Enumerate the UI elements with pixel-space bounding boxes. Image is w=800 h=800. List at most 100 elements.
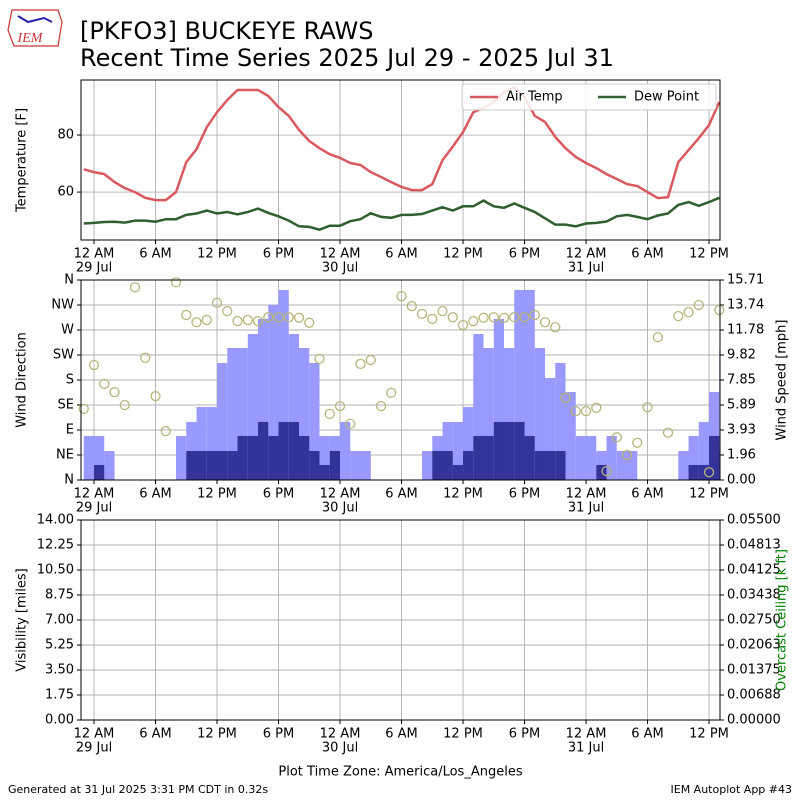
y-tick-label: 3.50 xyxy=(45,663,74,678)
x-date-label: 31 Jul xyxy=(568,741,604,756)
y-tick-label: N xyxy=(64,473,74,488)
point xyxy=(642,402,653,413)
x-tick-label: 12 AM xyxy=(566,727,607,742)
y-axis-label: Wind Direction xyxy=(15,332,30,428)
panel: 12 AM 6 AM 12 PM 6 PM 12 AM 6 AM 12 PM 6 PM 12 A… xyxy=(15,513,790,780)
y2-axis-label: Wind Speed [mph] xyxy=(775,320,790,441)
bar xyxy=(555,363,566,480)
bar xyxy=(319,435,330,480)
bar xyxy=(432,450,443,480)
point xyxy=(457,319,469,331)
bar xyxy=(83,435,95,480)
bar xyxy=(575,435,587,480)
bar xyxy=(176,435,187,480)
point xyxy=(673,310,684,322)
y2-tick-label: 3.93 xyxy=(727,423,756,438)
bar xyxy=(422,450,433,480)
point xyxy=(314,353,325,365)
point xyxy=(570,405,581,417)
bar xyxy=(299,347,310,480)
y2-tick-label: 5.89 xyxy=(727,398,756,413)
logo: IEM xyxy=(7,9,63,47)
panel: 12 AM 6 AM 12 PM 6 PM 12 AM 6 AM 12 PM 6 PM 12 A… xyxy=(15,79,729,276)
x-tick-label: 12 PM xyxy=(443,247,483,262)
bar xyxy=(258,318,269,480)
legend-label: Dew Point xyxy=(634,90,699,105)
bar xyxy=(473,333,484,480)
y2-tick-label: 0.04813 xyxy=(727,538,781,553)
point xyxy=(109,387,120,398)
point xyxy=(652,332,663,343)
x-date-label: 31 Jul xyxy=(568,501,604,516)
point xyxy=(242,314,253,326)
bar xyxy=(596,464,607,480)
point xyxy=(468,315,479,327)
y-tick-label: 8.75 xyxy=(45,588,74,603)
x-tick-label: 6 AM xyxy=(385,487,418,502)
x-tick-label: 6 PM xyxy=(263,487,294,502)
bar xyxy=(483,347,494,480)
bar xyxy=(534,347,546,480)
bar xyxy=(514,421,525,480)
bar xyxy=(514,289,525,480)
line xyxy=(83,85,720,202)
x-tick-label: 6 AM xyxy=(385,727,418,742)
point xyxy=(99,378,110,390)
x-tick-label: 6 AM xyxy=(631,727,664,742)
y2-tick-label: 0.00 xyxy=(727,473,756,488)
y2-tick-label: 0.02750 xyxy=(727,613,781,628)
bar xyxy=(473,435,484,480)
x-tick-label: 12 AM xyxy=(320,247,361,262)
y-tick-label: 0.00 xyxy=(45,713,74,728)
y-tick-label: S xyxy=(66,373,74,388)
y2-tick-label: 0.01375 xyxy=(727,663,781,678)
point xyxy=(140,352,151,363)
bar xyxy=(678,450,689,480)
point xyxy=(386,387,397,398)
x-tick-label: 12 PM xyxy=(197,247,237,262)
point xyxy=(416,308,428,320)
y2-axis-label: Overcast Ceiling [k ft] xyxy=(775,549,790,691)
y2-tick-label: 9.82 xyxy=(727,348,756,363)
y2-tick-label: 1.96 xyxy=(727,448,756,463)
bar xyxy=(329,450,341,480)
bar xyxy=(278,289,289,480)
point xyxy=(396,290,407,302)
point xyxy=(488,312,499,323)
plot-frame xyxy=(80,519,721,721)
bar xyxy=(309,450,320,480)
bar xyxy=(288,421,300,480)
bar xyxy=(565,392,576,480)
bar xyxy=(186,450,197,480)
y2-tick-label: 0.00688 xyxy=(727,688,781,703)
bar xyxy=(452,464,464,480)
x-date-label: 30 Jul xyxy=(322,501,358,516)
point xyxy=(529,309,540,321)
point xyxy=(201,314,212,326)
y-tick-label: W xyxy=(61,323,74,338)
bar xyxy=(196,450,207,480)
point xyxy=(263,312,274,323)
point xyxy=(160,425,171,437)
chart-title: [PKFO3] BUCKEYE RAWS xyxy=(80,17,373,45)
bar xyxy=(616,450,628,480)
bar xyxy=(627,450,638,480)
bar xyxy=(463,407,474,480)
point xyxy=(601,465,612,477)
bar xyxy=(493,421,505,480)
legend-box xyxy=(461,83,717,111)
plot-frame xyxy=(80,279,721,481)
point xyxy=(273,312,284,323)
bar xyxy=(227,450,238,480)
y2-tick-label: 11.78 xyxy=(727,323,764,338)
point xyxy=(560,392,571,403)
point xyxy=(550,322,561,333)
y-axis-label: Visibility [miles] xyxy=(15,568,30,671)
bar xyxy=(299,435,310,480)
y-tick-label: 12.25 xyxy=(37,538,74,553)
x-tick-label: 12 AM xyxy=(566,247,607,262)
point xyxy=(283,312,294,323)
point xyxy=(304,317,315,328)
y2-tick-label: 7.85 xyxy=(727,373,756,388)
